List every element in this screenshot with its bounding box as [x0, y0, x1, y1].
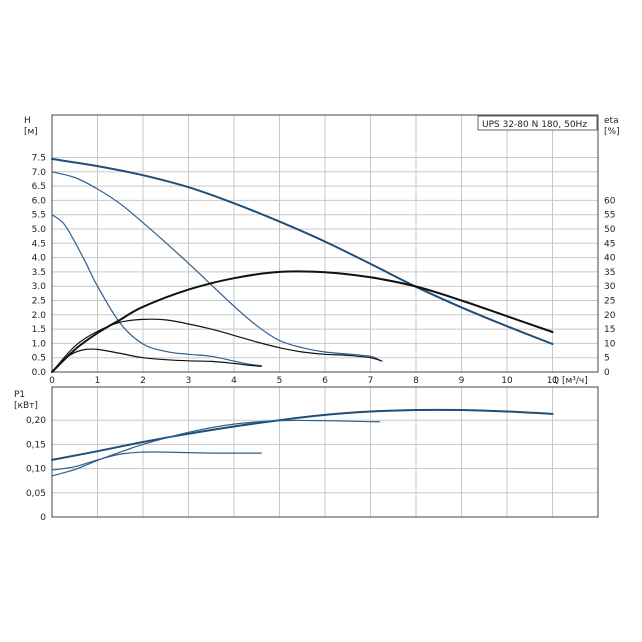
y2-tick-label: 10: [604, 339, 616, 349]
head-eta-series: [51, 157, 554, 373]
y-tick-label: 4.5: [32, 239, 46, 249]
x-tick-label: 8: [413, 376, 419, 386]
head-curve-1: [51, 157, 554, 345]
y2-tick-label: 5: [604, 354, 610, 364]
y-tick-label: 3.5: [32, 268, 46, 278]
x-axis-label: Q [м³/ч]: [552, 376, 588, 386]
x-tick-label: 5: [277, 376, 283, 386]
x-tick-label: 4: [231, 376, 237, 386]
power-curve-1: [51, 408, 554, 461]
y-tick-label: 7.5: [32, 154, 46, 164]
y2-tick-label: 0: [604, 368, 610, 378]
x-tick-label: 0: [49, 376, 55, 386]
y2-tick-label: 45: [604, 239, 615, 249]
p1-tick-label: 0: [40, 513, 46, 523]
p1-tick-label: 0,05: [26, 489, 46, 499]
eta-curve-4: [51, 270, 554, 373]
y-tick-label: 0.0: [32, 368, 47, 378]
title-box: [477, 115, 598, 131]
x-tick-label: 2: [140, 376, 146, 386]
x-tick-label: 6: [322, 376, 328, 386]
h-axis-label: H [м]: [24, 116, 38, 137]
y-tick-label: 1.5: [32, 325, 46, 335]
head-curve-2: [51, 171, 381, 361]
x-tick-label: 9: [459, 376, 465, 386]
y2-tick-label: 40: [604, 254, 616, 264]
y2-tick-label: 60: [604, 196, 616, 206]
chart-title: UPS 32-80 N 180, 50Hz: [482, 120, 587, 130]
y2-tick-label: 15: [604, 325, 615, 335]
power-chart-grid: [52, 387, 598, 517]
x-tick-label: 1: [95, 376, 101, 386]
x-tick-label: 3: [186, 376, 192, 386]
y-tick-label: 2.0: [32, 311, 47, 321]
eta-axis-label: eta [%]: [604, 116, 620, 137]
power-chart-frame: [51, 386, 599, 518]
power-curve-3: [51, 451, 262, 471]
y2-tick-label: 50: [604, 225, 616, 235]
y2-tick-label: 25: [604, 297, 615, 307]
y2-tick-label: 20: [604, 311, 616, 321]
eta-curve-5: [51, 318, 383, 373]
p1-tick-label: 0,10: [26, 465, 46, 475]
x-tick-label: 7: [368, 376, 374, 386]
head-chart-grid: [52, 115, 598, 372]
y-tick-label: 5.5: [32, 211, 46, 221]
x-tick-label: 10: [501, 376, 513, 386]
y2-tick-label: 30: [604, 282, 616, 292]
p1-axis-label: P1 [кВт]: [14, 390, 38, 411]
x-tick-label: 11: [547, 376, 558, 386]
y-tick-label: 7.0: [32, 168, 47, 178]
head-chart-frame: [51, 114, 599, 373]
y-tick-label: 3.0: [32, 282, 47, 292]
y-tick-label: 0.5: [32, 354, 46, 364]
power-curve-2: [51, 419, 381, 477]
eta-curve-6: [51, 348, 262, 373]
power-series: [51, 408, 554, 477]
y2-tick-label: 35: [604, 268, 615, 278]
tick-labels: 0.0 0.5 1.0 1.5 2.0 2.5 3.0 3.5 4.0 4.5 5.0 5.5 6.0 6…: [26, 154, 616, 524]
y2-tick-label: 55: [604, 211, 615, 221]
y-tick-label: 1.0: [32, 339, 47, 349]
y-tick-label: 6.0: [32, 196, 47, 206]
y-tick-label: 6.5: [32, 182, 46, 192]
p1-tick-label: 0,20: [26, 416, 46, 426]
y-tick-label: 5.0: [32, 225, 47, 235]
head-curve-3: [51, 214, 262, 367]
p1-tick-label: 0,15: [26, 440, 46, 450]
y-tick-label: 4.0: [32, 254, 47, 264]
y-tick-label: 2.5: [32, 297, 46, 307]
